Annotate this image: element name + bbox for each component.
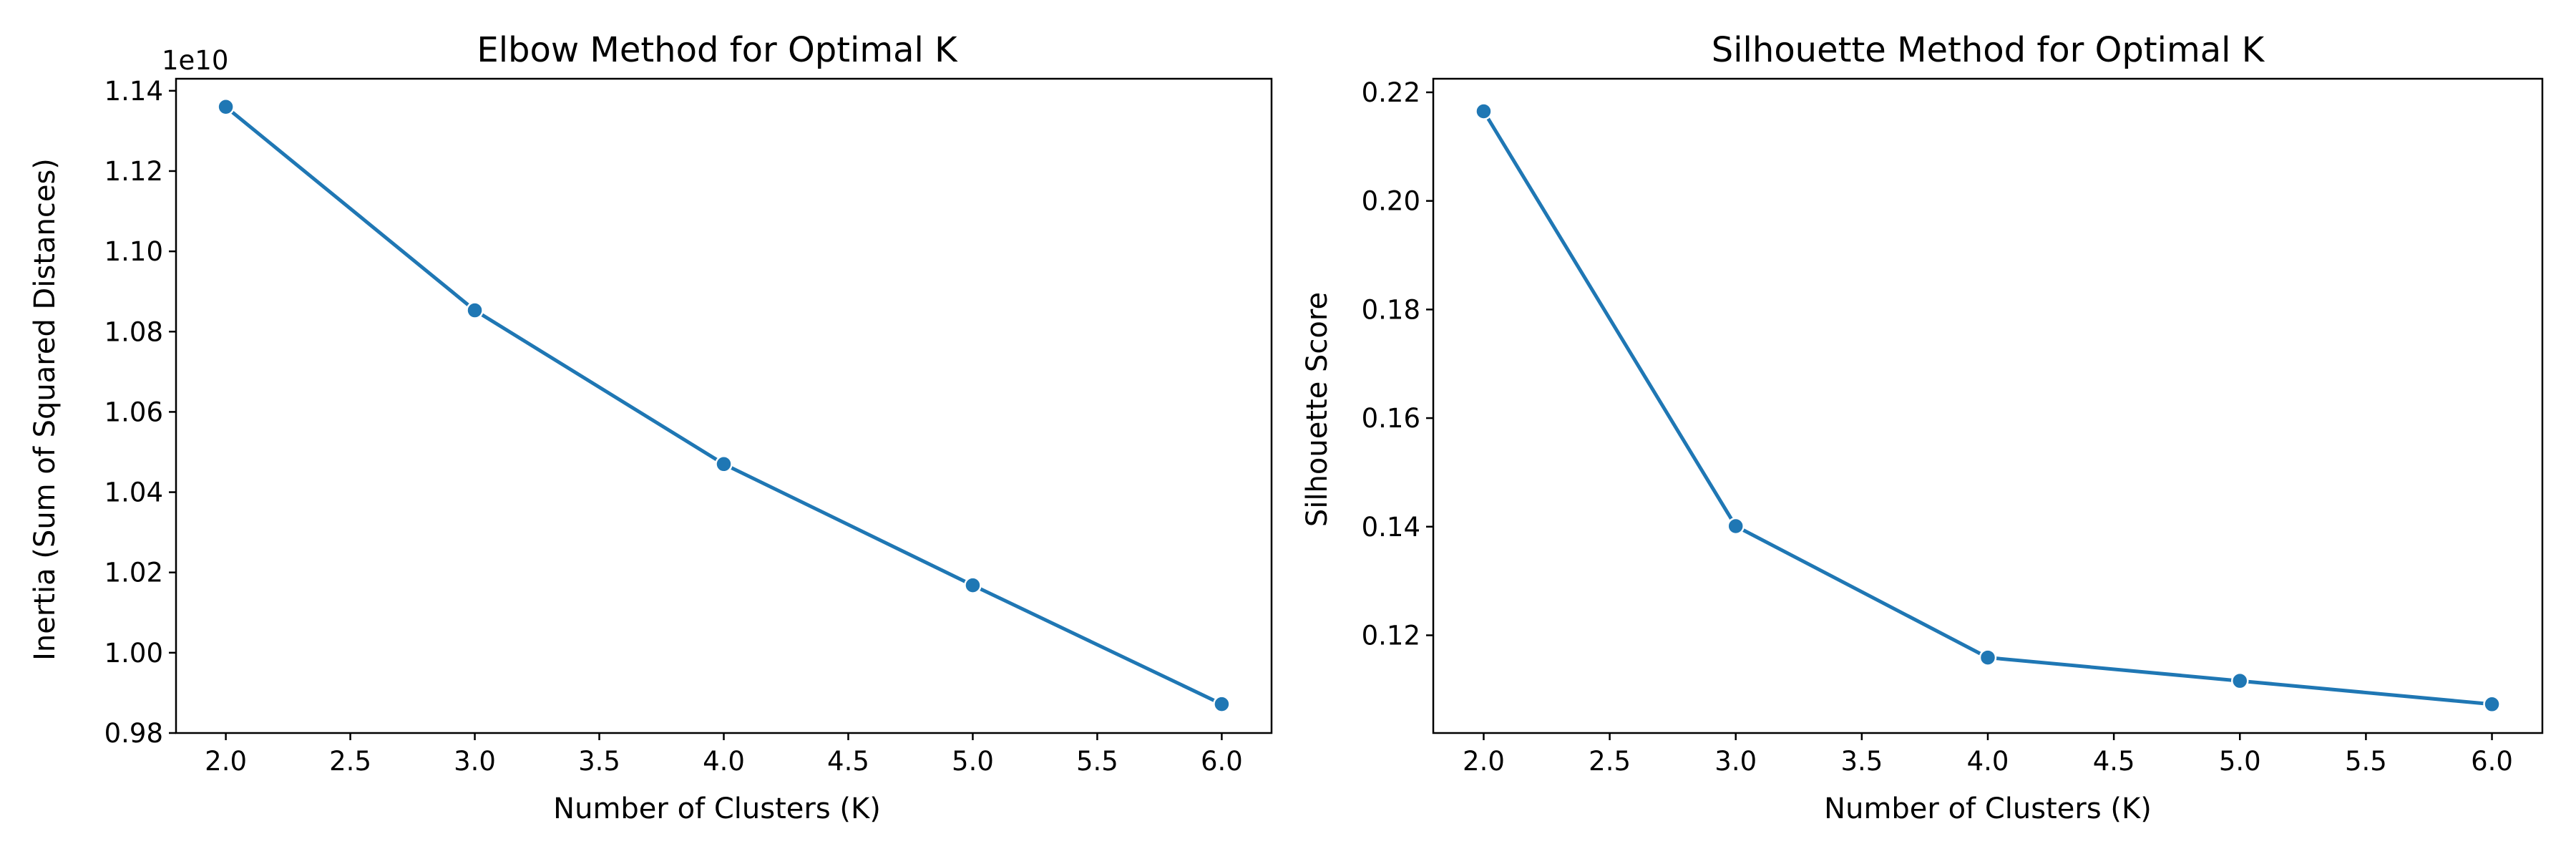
- elbow-y-tick-label: 1.00: [104, 638, 163, 669]
- silhouette-chart: Silhouette Method for Optimal K Number o…: [1301, 30, 2544, 825]
- silhouette-x-tick-label: 3.0: [1714, 746, 1757, 777]
- silhouette-y-tick-label: 0.16: [1362, 403, 1420, 434]
- elbow-y-tick-label: 0.98: [104, 718, 163, 749]
- silhouette-y-axis-label: Silhouette Score: [1301, 292, 1334, 527]
- elbow-chart: Elbow Method for Optimal K 1e10 Number o…: [29, 30, 1273, 825]
- elbow-x-tick-label: 5.5: [1076, 746, 1118, 777]
- elbow-x-tick-label: 4.5: [827, 746, 869, 777]
- silhouette-data-point: [1475, 102, 1493, 120]
- elbow-data-point: [715, 455, 733, 473]
- elbow-data-point: [466, 301, 484, 319]
- silhouette-y-tick-label: 0.18: [1362, 294, 1420, 325]
- elbow-data-point: [1213, 695, 1231, 713]
- elbow-x-tick-label: 3.5: [578, 746, 620, 777]
- elbow-plot-frame: [175, 77, 1273, 734]
- silhouette-x-tick-label: 5.5: [2345, 746, 2387, 777]
- silhouette-y-tick-label: 0.12: [1362, 620, 1420, 651]
- elbow-y-tick-label: 1.12: [104, 156, 163, 187]
- silhouette-y-tick-label: 0.22: [1362, 77, 1420, 108]
- elbow-y-tick-label: 1.06: [104, 397, 163, 427]
- elbow-offset-label: 1e10: [162, 45, 228, 76]
- silhouette-x-tick-label: 4.0: [1967, 746, 2009, 777]
- elbow-y-tick-label: 1.10: [104, 236, 163, 267]
- silhouette-chart-title: Silhouette Method for Optimal K: [1712, 30, 2265, 70]
- silhouette-data-point: [1727, 517, 1745, 535]
- elbow-data-point: [217, 98, 235, 116]
- elbow-data-point: [964, 576, 982, 594]
- silhouette-x-tick-label: 4.5: [2093, 746, 2135, 777]
- silhouette-y-tick-label: 0.20: [1362, 186, 1420, 217]
- elbow-x-tick-label: 6.0: [1201, 746, 1243, 777]
- elbow-x-tick-label: 2.0: [205, 746, 247, 777]
- elbow-series: [217, 98, 1231, 713]
- elbow-x-tick-label: 4.0: [703, 746, 745, 777]
- elbow-x-axis-label: Number of Clusters (K): [553, 792, 881, 825]
- silhouette-x-tick-label: 6.0: [2471, 746, 2513, 777]
- silhouette-x-tick-label: 3.5: [1840, 746, 1883, 777]
- elbow-chart-title: Elbow Method for Optimal K: [477, 30, 958, 70]
- elbow-ticks: 2.0 2.5 3.0 3.5 4.0 4.5 5.0 5.5 6.0 0.98 1.00 1.02 1…: [104, 76, 1243, 777]
- silhouette-y-tick-label: 0.14: [1362, 512, 1420, 543]
- silhouette-x-tick-label: 5.0: [2219, 746, 2261, 777]
- silhouette-series: [1475, 102, 2501, 714]
- elbow-x-tick-label: 2.5: [329, 746, 371, 777]
- elbow-y-tick-label: 1.08: [104, 316, 163, 347]
- silhouette-x-tick-label: 2.5: [1589, 746, 1631, 777]
- silhouette-data-point: [2231, 671, 2249, 690]
- silhouette-data-point: [1979, 649, 1997, 666]
- silhouette-data-point: [2483, 695, 2501, 714]
- silhouette-x-axis-label: Number of Clusters (K): [1824, 792, 2152, 825]
- elbow-y-axis-label: Inertia (Sum of Squared Distances): [29, 158, 62, 661]
- elbow-y-tick-label: 1.04: [104, 477, 163, 508]
- elbow-x-tick-label: 3.0: [454, 746, 496, 777]
- silhouette-ticks: 2.0 2.5 3.0 3.5 4.0 4.5 5.0 5.5 6.0 0.12 0.14 0.16 0…: [1362, 77, 2513, 777]
- elbow-y-tick-label: 1.14: [104, 76, 163, 107]
- elbow-x-tick-label: 5.0: [952, 746, 994, 777]
- silhouette-x-tick-label: 2.0: [1463, 746, 1505, 777]
- silhouette-plot-frame: [1432, 77, 2544, 734]
- elbow-y-tick-label: 1.02: [104, 558, 163, 588]
